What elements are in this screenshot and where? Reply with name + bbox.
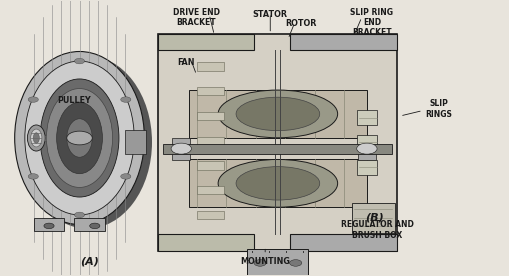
Circle shape: [171, 143, 191, 154]
Bar: [196, 161, 224, 169]
Ellipse shape: [67, 119, 92, 157]
Bar: [158, 34, 253, 50]
Bar: [196, 87, 224, 95]
Bar: [158, 34, 397, 251]
Circle shape: [28, 97, 38, 102]
Bar: [188, 160, 366, 207]
Circle shape: [121, 174, 131, 179]
Bar: [356, 110, 376, 125]
Circle shape: [90, 223, 100, 229]
Circle shape: [121, 97, 131, 102]
Ellipse shape: [25, 61, 134, 215]
Bar: [74, 218, 105, 231]
Circle shape: [253, 260, 266, 266]
Bar: [356, 160, 376, 175]
Bar: [351, 203, 394, 233]
Text: SLIP
RINGS: SLIP RINGS: [425, 99, 451, 119]
Circle shape: [67, 131, 92, 145]
Bar: [163, 144, 391, 153]
Text: DRIVE END
BRACKET: DRIVE END BRACKET: [173, 7, 219, 27]
Circle shape: [74, 212, 84, 218]
Text: STATOR: STATOR: [252, 10, 287, 19]
Ellipse shape: [31, 129, 42, 147]
Circle shape: [28, 174, 38, 179]
Text: (B): (B): [364, 213, 383, 223]
Ellipse shape: [218, 160, 337, 207]
Bar: [125, 130, 146, 155]
Bar: [34, 218, 64, 231]
Bar: [357, 138, 375, 160]
Ellipse shape: [33, 133, 39, 143]
Bar: [172, 138, 190, 160]
Bar: [196, 112, 224, 120]
Circle shape: [74, 58, 84, 64]
Text: ROTOR: ROTOR: [285, 18, 316, 28]
Bar: [196, 62, 224, 71]
Bar: [289, 34, 397, 50]
Circle shape: [356, 143, 376, 154]
Bar: [196, 211, 224, 219]
Ellipse shape: [22, 56, 152, 229]
Ellipse shape: [27, 125, 45, 151]
Bar: [289, 234, 397, 251]
Text: MOUNTING: MOUNTING: [240, 258, 290, 266]
Ellipse shape: [40, 79, 119, 197]
Text: FAN: FAN: [177, 58, 195, 67]
Bar: [188, 90, 366, 138]
Circle shape: [44, 223, 54, 229]
Bar: [42, 135, 58, 141]
Bar: [356, 135, 376, 150]
Bar: [196, 186, 224, 194]
Bar: [247, 249, 308, 275]
Ellipse shape: [218, 90, 337, 138]
Text: SLIP RING
END
BRACKET: SLIP RING END BRACKET: [350, 7, 393, 37]
Circle shape: [289, 260, 301, 266]
Ellipse shape: [56, 102, 102, 174]
Bar: [158, 234, 253, 251]
Text: PULLEY: PULLEY: [58, 96, 91, 105]
Ellipse shape: [236, 97, 319, 131]
Ellipse shape: [15, 52, 144, 224]
Ellipse shape: [236, 167, 319, 200]
Ellipse shape: [46, 89, 112, 187]
Bar: [196, 137, 224, 145]
Text: REGULATOR AND
BRUSH BOX: REGULATOR AND BRUSH BOX: [340, 220, 413, 240]
Text: (A): (A): [80, 257, 99, 267]
